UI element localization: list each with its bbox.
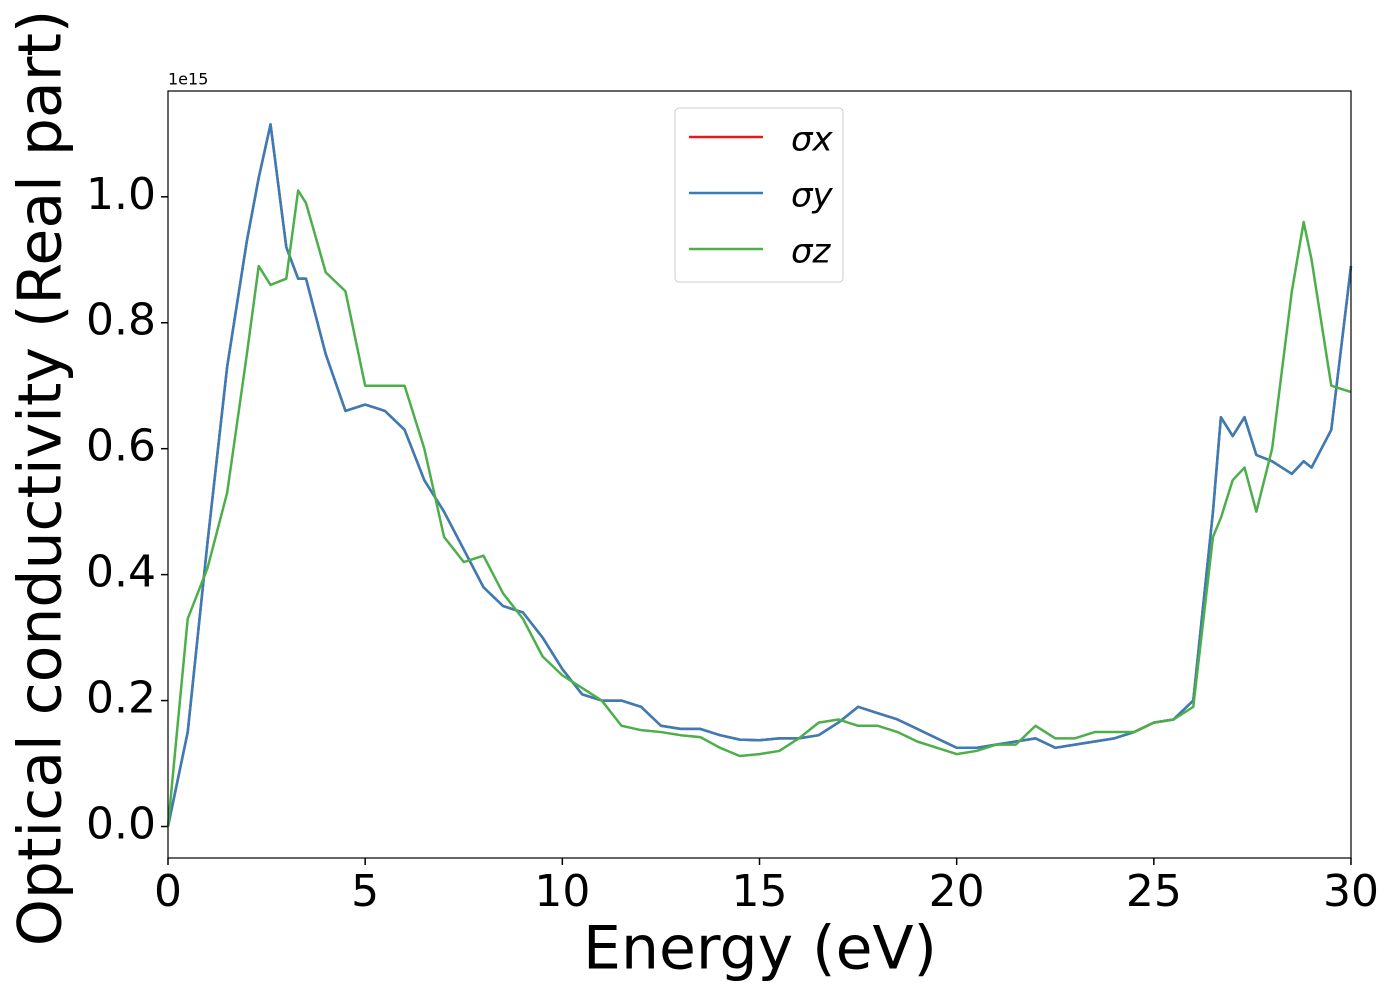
x-tick-label: 15 — [732, 866, 788, 917]
series-line — [166, 189, 1352, 827]
y-tick-label: 0.2 — [86, 673, 156, 724]
y-tick-label: 0.6 — [86, 421, 156, 472]
y-tick-label: 1.0 — [86, 169, 156, 220]
y-tick-label: 0.8 — [86, 295, 156, 346]
x-tick-label: 0 — [154, 866, 182, 917]
y-tick-label: 0.0 — [86, 799, 156, 850]
plot-frame — [167, 90, 1352, 859]
legend-label: σy — [791, 176, 834, 216]
x-tick-label: 5 — [351, 866, 379, 917]
x-axis-label: Energy (eV) — [583, 914, 937, 984]
legend-label: σz — [791, 232, 832, 272]
x-tick-label: 20 — [929, 866, 985, 917]
x-tick-label: 25 — [1126, 866, 1182, 917]
y-axis-label: Optical conductivity (Real part) — [6, 10, 76, 947]
x-tick-label: 10 — [534, 866, 590, 917]
legend-box — [674, 107, 844, 283]
legend-label: σx — [791, 120, 834, 160]
x-tick-label: 30 — [1323, 866, 1379, 917]
offset-label: 1e15 — [168, 70, 208, 89]
y-tick-label: 0.4 — [86, 547, 156, 598]
